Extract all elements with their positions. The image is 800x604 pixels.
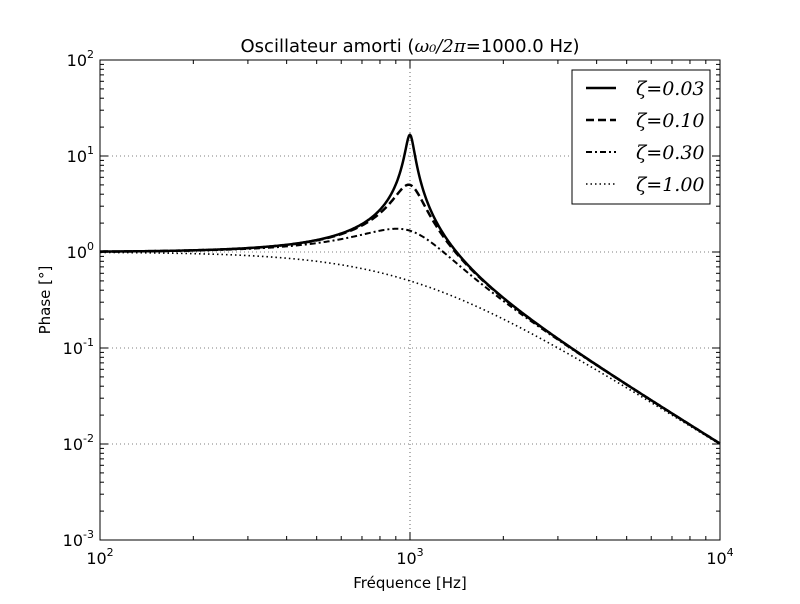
y-tick-label-5: 102 bbox=[67, 48, 94, 70]
y-tick-label-0: 10-3 bbox=[63, 528, 94, 550]
y-tick-label-base: 10 bbox=[67, 243, 87, 262]
x-tick-label-base: 10 bbox=[706, 549, 726, 568]
y-tick-label-base: 10 bbox=[63, 435, 83, 454]
y-tick-label-exponent: -3 bbox=[83, 528, 94, 541]
y-tick-label-exponent: 2 bbox=[87, 48, 94, 61]
y-tick-label-base: 10 bbox=[67, 51, 87, 70]
x-tick-label-base: 10 bbox=[86, 549, 106, 568]
x-tick-label-exponent: 4 bbox=[727, 546, 734, 559]
legend-label-0: ζ=0.03 bbox=[636, 78, 705, 100]
legend-box bbox=[571, 69, 711, 205]
y-tick-label-exponent: 0 bbox=[87, 240, 94, 253]
x-tick-label-0: 102 bbox=[86, 546, 113, 568]
legend-label-3: ζ=1.00 bbox=[636, 174, 705, 196]
y-tick-label-base: 10 bbox=[67, 147, 87, 166]
x-tick-label-exponent: 3 bbox=[417, 546, 424, 559]
legend-label-1: ζ=0.10 bbox=[636, 110, 705, 132]
y-tick-label-3: 100 bbox=[67, 240, 94, 262]
x-tick-label-2: 104 bbox=[706, 546, 733, 568]
x-axis-label: Fréquence [Hz] bbox=[353, 574, 466, 592]
y-tick-label-exponent: -1 bbox=[83, 336, 94, 349]
y-tick-label-exponent: 1 bbox=[87, 144, 94, 157]
x-tick-label-base: 10 bbox=[396, 549, 416, 568]
y-tick-label-exponent: -2 bbox=[83, 432, 94, 445]
y-tick-label-2: 10-1 bbox=[63, 336, 94, 358]
legend: ζ=0.03 ζ=0.10 ζ=0.30 ζ=1.00 bbox=[571, 69, 711, 205]
y-tick-label-base: 10 bbox=[63, 531, 83, 550]
y-tick-label-1: 10-2 bbox=[63, 432, 94, 454]
legend-label-2: ζ=0.30 bbox=[636, 142, 705, 164]
x-tick-label-1: 103 bbox=[396, 546, 423, 568]
y-tick-label-4: 101 bbox=[67, 144, 94, 166]
series-line-2 bbox=[99, 227, 721, 445]
x-tick-label-exponent: 2 bbox=[107, 546, 114, 559]
series-layer bbox=[99, 133, 721, 446]
chart-title: Oscillateur amorti (ω₀/2π=1000.0 Hz) bbox=[241, 36, 580, 57]
y-tick-label-base: 10 bbox=[63, 339, 83, 358]
y-axis-label: Phase [°] bbox=[36, 266, 54, 335]
